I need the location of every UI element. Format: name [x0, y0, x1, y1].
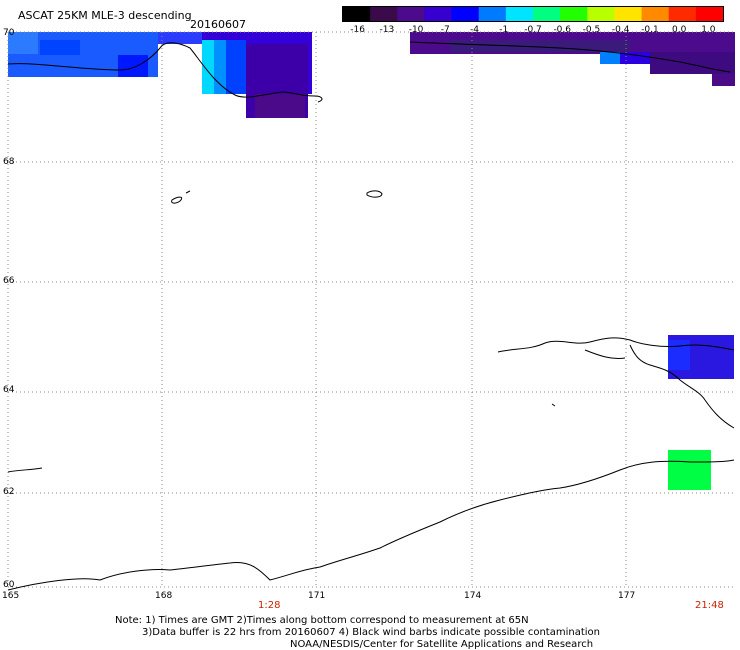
note-line-3: NOAA/NESDIS/Center for Satellite Applica…	[290, 639, 594, 650]
lat-label-66: 66	[3, 276, 15, 286]
lon-label-171: 171	[308, 591, 326, 601]
colorbar	[342, 6, 724, 22]
coastlines	[7, 41, 735, 591]
time-right: 21:48	[695, 600, 724, 611]
colorbar-label: -0.4	[611, 25, 630, 35]
data-coverage-right	[668, 335, 734, 490]
colorbar-swatch	[451, 7, 480, 21]
colorbar-label: -0.6	[553, 25, 571, 35]
product-title: ASCAT 25KM MLE-3 descending	[18, 9, 192, 22]
colorbar-swatch	[695, 7, 724, 21]
colorbar-swatch	[424, 7, 453, 21]
colorbar-swatch	[641, 7, 670, 21]
colorbar-swatch	[533, 7, 561, 21]
colorbar-swatch	[560, 7, 588, 21]
lat-label-64: 64	[3, 385, 15, 395]
colorbar-swatch	[397, 7, 426, 21]
data-coverage-top-left	[8, 32, 312, 118]
colorbar-swatch	[668, 7, 697, 21]
colorbar-label: -1	[499, 25, 509, 35]
colorbar-label: -4	[470, 25, 480, 35]
lon-label-165: 165	[2, 591, 20, 601]
colorbar-swatch	[343, 7, 371, 21]
colorbar-label: 0.0	[671, 25, 687, 35]
lon-label-174: 174	[464, 591, 482, 601]
lat-label-68: 68	[3, 157, 15, 167]
colorbar-swatch	[505, 7, 534, 21]
colorbar-label: 1.0	[701, 25, 716, 35]
colorbar-label: -0.1	[641, 25, 659, 35]
note-line-1: Note: 1) Times are GMT 2)Times along bot…	[115, 615, 529, 626]
note-line-2: 3)Data buffer is 22 hrs from 20160607 4)…	[142, 627, 600, 638]
colorbar-label: -0.5	[582, 25, 601, 35]
colorbar-swatch	[478, 7, 507, 21]
lat-lon-grid	[7, 31, 734, 588]
colorbar-label: -13	[379, 25, 395, 35]
colorbar-label: -16	[350, 25, 365, 35]
colorbar-label: -0.7	[524, 25, 542, 35]
time-left: 1:28	[258, 600, 281, 611]
colorbar-swatch	[370, 7, 398, 21]
lon-label-168: 168	[155, 591, 173, 601]
colorbar-label: -10	[408, 25, 424, 35]
colorbar-swatch	[587, 7, 616, 21]
lat-label-70: 70	[3, 28, 15, 38]
date-title: 20160607	[190, 18, 246, 31]
lat-label-62: 62	[3, 487, 15, 497]
colorbar-label: -7	[440, 25, 450, 35]
lon-label-177: 177	[618, 591, 636, 601]
lat-label-60: 60	[3, 580, 15, 590]
colorbar-border	[342, 6, 724, 22]
data-coverage-top-right	[410, 32, 735, 86]
colorbar-swatch	[614, 7, 643, 21]
